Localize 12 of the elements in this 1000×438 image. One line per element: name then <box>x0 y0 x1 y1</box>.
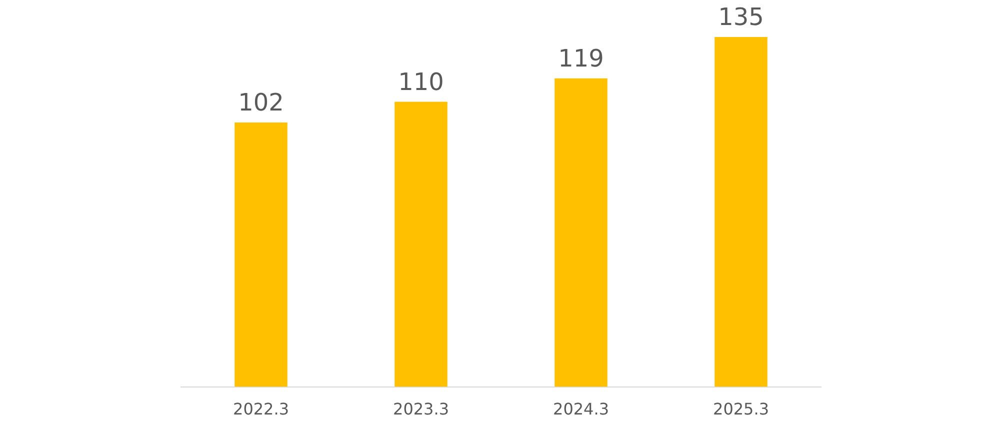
bar <box>234 122 288 387</box>
data-label: 135 <box>718 3 764 32</box>
x-tick-label: 2022.3 <box>233 400 289 419</box>
data-label: 119 <box>558 44 604 73</box>
bar <box>714 36 768 387</box>
bar <box>554 78 608 387</box>
bar <box>394 102 448 387</box>
data-label: 102 <box>238 88 284 117</box>
data-label: 110 <box>398 68 444 96</box>
x-tick-label: 2024.3 <box>553 400 609 419</box>
x-tick-label: 2025.3 <box>713 400 769 419</box>
x-tick-label: 2023.3 <box>393 400 449 419</box>
